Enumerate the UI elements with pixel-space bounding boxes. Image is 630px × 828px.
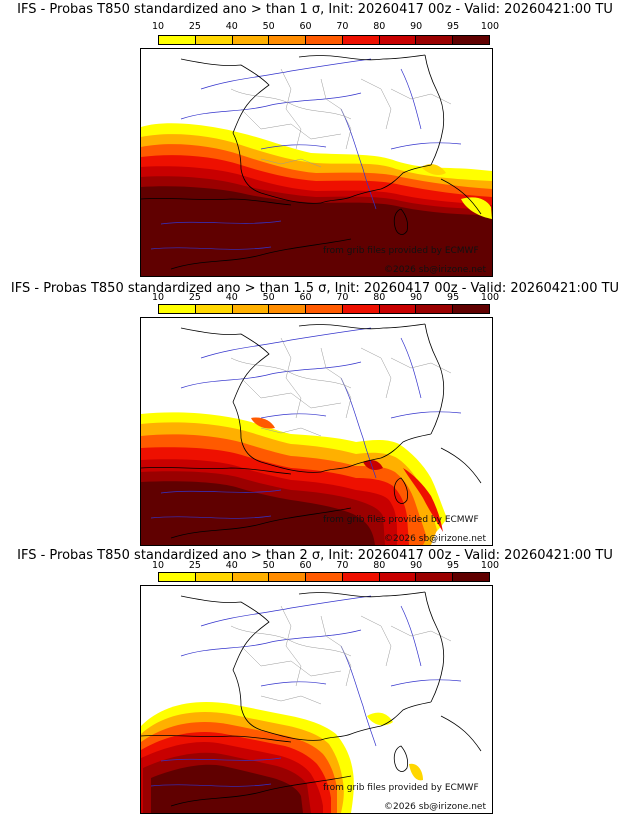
colorbar-tick: 25 (188, 21, 201, 32)
source-credit: from grib files provided by ECMWF (323, 783, 479, 793)
country-borders (141, 54, 482, 270)
probability-shading (141, 123, 492, 276)
rivers (150, 595, 462, 787)
panel-title: IFS - Probas T850 standardized ano > tha… (17, 548, 613, 563)
colorbar-bin (342, 305, 380, 313)
map-canvas (141, 323, 482, 545)
probability-map: from grib files provided by ECMWF ©2026 … (140, 48, 493, 277)
colorbar-bin (159, 573, 196, 581)
panel-1: IFS - Probas T850 standardized ano > tha… (0, 0, 630, 277)
colorbar-tick: 10 (151, 21, 165, 32)
colorbar-tick: 60 (299, 560, 312, 571)
colorbar-bin (379, 36, 417, 44)
colorbar-tick: 100 (480, 21, 500, 32)
colorbar-tick: 40 (225, 292, 238, 303)
colorbar-tick: 60 (299, 292, 312, 303)
colorbar-bin (195, 36, 233, 44)
colorbar-tick: 95 (447, 292, 460, 303)
colorbar-bin (453, 305, 490, 313)
colorbar-tick: 70 (336, 560, 349, 571)
colorbar-tick: 70 (336, 21, 349, 32)
rivers (150, 58, 462, 250)
country-borders (141, 591, 482, 807)
colorbar-bin (269, 573, 307, 581)
colorbar-bin (159, 305, 196, 313)
colorbar-tick: 95 (447, 560, 460, 571)
colorbar-bin (453, 36, 490, 44)
colorbar-tick: 50 (262, 21, 275, 32)
colorbar-bin (416, 305, 454, 313)
colorbar-ticks: 10 25 40 50 60 70 80 90 95 100 (152, 21, 499, 33)
region-borders (230, 605, 452, 705)
colorbar-tick: 95 (447, 21, 460, 32)
colorbar-bin (416, 573, 454, 581)
colorbar-bin (379, 305, 417, 313)
colorbar-tick: 25 (188, 292, 201, 303)
panel-title: IFS - Probas T850 standardized ano > tha… (10, 281, 620, 296)
source-credit: from grib files provided by ECMWF (323, 515, 479, 525)
colorbar-tick: 90 (410, 292, 423, 303)
colorbar-bin (269, 305, 307, 313)
colorbar-bin (232, 573, 270, 581)
colorbar-tick: 70 (336, 292, 349, 303)
colorbar-bin (232, 305, 270, 313)
colorbar (158, 572, 490, 582)
colorbar-tick: 25 (188, 560, 201, 571)
colorbar-tick: 80 (373, 560, 386, 571)
copyright-text: ©2026 sb@irizone.net (384, 802, 486, 812)
colorbar-bin (306, 573, 343, 581)
probability-shading (141, 702, 423, 813)
rivers (150, 327, 462, 519)
colorbar-bin (232, 36, 270, 44)
map-canvas (141, 54, 492, 276)
colorbar-bin (379, 573, 417, 581)
colorbar-tick: 90 (410, 560, 423, 571)
colorbar-bin (269, 36, 307, 44)
colorbar-tick: 90 (410, 21, 423, 32)
copyright-text: ©2026 sb@irizone.net (384, 265, 486, 275)
region-borders (230, 68, 452, 168)
colorbar-bin (195, 305, 233, 313)
colorbar-bin (416, 36, 454, 44)
probability-map: from grib files provided by ECMWF ©2026 … (140, 585, 493, 814)
colorbar-bin (453, 573, 490, 581)
region-borders (230, 337, 452, 437)
colorbar-tick: 100 (480, 292, 500, 303)
colorbar-ticks: 10 25 40 50 60 70 80 90 95 100 (152, 292, 499, 304)
colorbar-bin (159, 36, 196, 44)
probability-map: from grib files provided by ECMWF ©2026 … (140, 317, 493, 546)
colorbar-bin (306, 305, 343, 313)
colorbar-tick: 50 (262, 292, 275, 303)
colorbar-bin (342, 36, 380, 44)
colorbar-tick: 10 (151, 292, 165, 303)
colorbar-ticks: 10 25 40 50 60 70 80 90 95 100 (152, 560, 499, 572)
colorbar-bin (342, 573, 380, 581)
colorbar (158, 304, 490, 314)
colorbar-tick: 80 (373, 21, 386, 32)
colorbar-tick: 40 (225, 21, 238, 32)
colorbar-tick: 60 (299, 21, 312, 32)
panel-title: IFS - Probas T850 standardized ano > tha… (17, 2, 613, 17)
probability-shading (141, 412, 447, 545)
source-credit: from grib files provided by ECMWF (323, 246, 479, 256)
map-canvas (141, 591, 482, 813)
colorbar-tick: 40 (225, 560, 238, 571)
colorbar-tick: 80 (373, 292, 386, 303)
country-borders (141, 323, 482, 539)
colorbar (158, 35, 490, 45)
colorbar-bin (306, 36, 343, 44)
colorbar-bin (195, 573, 233, 581)
colorbar-tick: 50 (262, 560, 275, 571)
panel-2: IFS - Probas T850 standardized ano > tha… (0, 270, 630, 546)
colorbar-tick: 10 (151, 560, 165, 571)
colorbar-tick: 100 (480, 560, 500, 571)
panel-3: IFS - Probas T850 standardized ano > tha… (0, 540, 630, 814)
copyright-text: ©2026 sb@irizone.net (384, 534, 486, 544)
